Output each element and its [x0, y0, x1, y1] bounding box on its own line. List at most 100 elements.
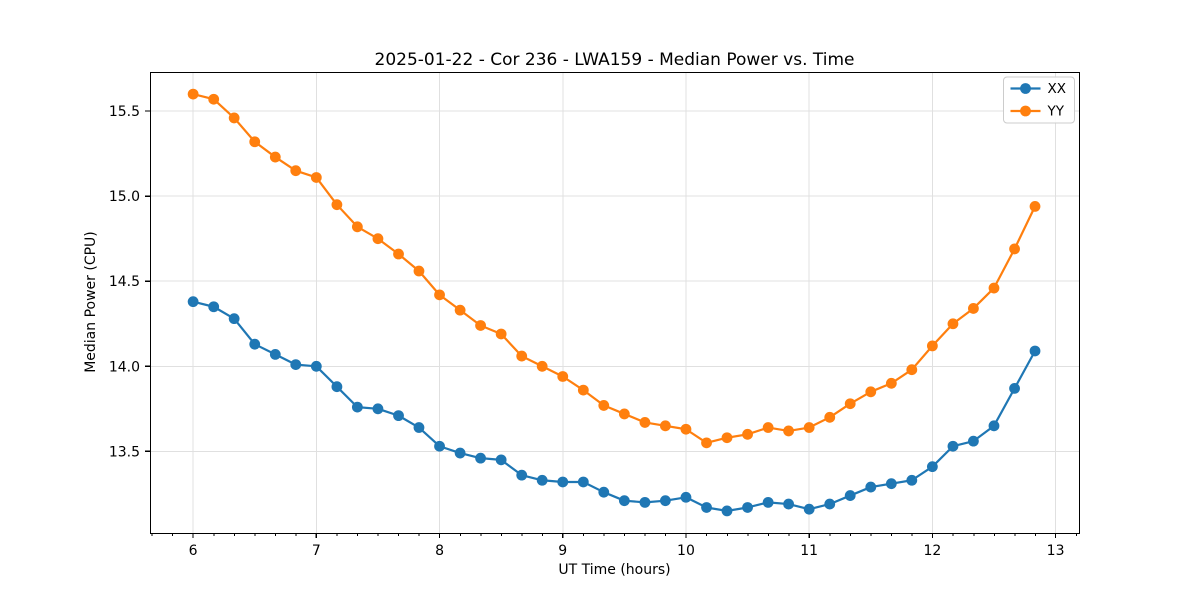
data-point-XX: [762, 496, 774, 508]
data-point-XX: [824, 498, 836, 510]
data-point-XX: [269, 348, 281, 360]
data-point-XX: [536, 474, 548, 486]
legend-label-YY: YY: [1047, 104, 1065, 120]
data-point-XX: [434, 440, 445, 452]
data-point-XX: [475, 452, 486, 464]
legend-marker-YY: [1020, 105, 1031, 117]
chart-title: 2025-01-22 - Cor 236 - LWA159 - Median P…: [375, 50, 855, 70]
data-point-YY: [906, 364, 918, 376]
y-axis-label: Median Power (CPU): [83, 231, 99, 373]
data-point-XX: [659, 495, 671, 507]
data-point-XX: [1029, 345, 1041, 357]
data-point-XX: [290, 359, 302, 370]
data-point-YY: [208, 93, 220, 105]
x-tick-label: 9: [558, 543, 567, 559]
data-point-YY: [803, 422, 815, 433]
data-point-YY: [680, 423, 692, 435]
data-point-XX: [557, 476, 569, 488]
data-point-XX: [680, 491, 692, 503]
data-point-XX: [721, 505, 733, 517]
data-point-YY: [1009, 243, 1020, 255]
data-point-YY: [434, 289, 445, 301]
data-point-YY: [701, 437, 712, 449]
x-axis-label: UT Time (hours): [558, 562, 670, 578]
y-tick-label: 15.0: [109, 189, 140, 205]
data-point-XX: [372, 403, 384, 415]
data-point-XX: [865, 481, 877, 493]
data-point-YY: [865, 386, 877, 398]
legend-label-XX: XX: [1048, 81, 1067, 97]
data-point-XX: [228, 313, 240, 325]
data-point-XX: [906, 474, 918, 486]
data-point-XX: [947, 440, 959, 452]
data-point-YY: [516, 350, 528, 362]
data-point-YY: [659, 420, 671, 432]
x-tick-label: 6: [189, 543, 198, 559]
data-point-YY: [495, 328, 507, 340]
data-point-XX: [413, 422, 425, 433]
y-tick-label: 15.5: [109, 104, 140, 120]
data-point-XX: [968, 435, 979, 447]
data-point-YY: [351, 221, 363, 233]
x-tick-label: 8: [435, 543, 444, 559]
data-point-XX: [454, 447, 466, 459]
data-point-XX: [351, 401, 363, 413]
data-point-YY: [598, 400, 610, 411]
data-point-YY: [721, 432, 733, 444]
legend: XX YY: [1003, 76, 1075, 124]
data-point-YY: [269, 151, 281, 163]
legend-marker-XX: [1020, 83, 1031, 94]
data-point-YY: [454, 304, 466, 316]
data-point-XX: [598, 486, 610, 498]
data-point-YY: [413, 265, 425, 277]
data-point-YY: [290, 165, 302, 177]
data-point-YY: [742, 428, 753, 440]
data-point-YY: [947, 318, 959, 330]
data-point-XX: [393, 410, 404, 422]
data-point-XX: [988, 420, 1000, 432]
data-point-XX: [742, 502, 753, 513]
data-point-YY: [783, 425, 794, 437]
data-point-YY: [988, 282, 1000, 294]
data-point-XX: [639, 496, 651, 508]
grid-layer: [150, 72, 1079, 533]
data-point-XX: [1009, 383, 1020, 394]
data-point-YY: [557, 371, 569, 382]
data-point-YY: [1029, 200, 1041, 212]
data-point-XX: [310, 360, 322, 372]
x-tick-label: 13: [1047, 543, 1065, 559]
data-point-YY: [885, 377, 897, 389]
y-tick-label: 14.5: [109, 274, 140, 290]
series-line-YY: [192, 93, 1037, 444]
axes-layer: 6 7 8 9 10 11 12 13 13.5 14.0 14.5 15.0 15.5: [109, 71, 1081, 559]
data-point-XX: [803, 503, 815, 515]
data-point-YY: [393, 248, 404, 260]
data-point-XX: [331, 381, 343, 393]
data-point-XX: [844, 490, 856, 501]
data-point-XX: [577, 476, 589, 488]
data-point-YY: [926, 340, 938, 352]
data-point-YY: [639, 417, 651, 428]
data-point-YY: [475, 320, 486, 331]
y-tick-label: 13.5: [109, 444, 140, 460]
data-point-YY: [187, 88, 199, 100]
data-point-YY: [228, 112, 240, 124]
x-tick-label: 11: [800, 543, 818, 559]
data-point-XX: [187, 296, 199, 308]
data-point-XX: [618, 495, 630, 507]
data-point-YY: [331, 199, 343, 211]
data-point-XX: [926, 461, 938, 473]
data-point-YY: [618, 408, 630, 420]
data-point-XX: [495, 454, 507, 466]
data-point-XX: [249, 338, 261, 350]
data-point-YY: [824, 411, 836, 423]
data-point-XX: [516, 469, 528, 481]
data-point-YY: [844, 398, 856, 410]
data-point-YY: [249, 136, 261, 148]
data-point-XX: [701, 502, 712, 513]
data-point-XX: [208, 301, 220, 313]
data-point-XX: [783, 498, 794, 510]
series-layer: [187, 88, 1041, 517]
